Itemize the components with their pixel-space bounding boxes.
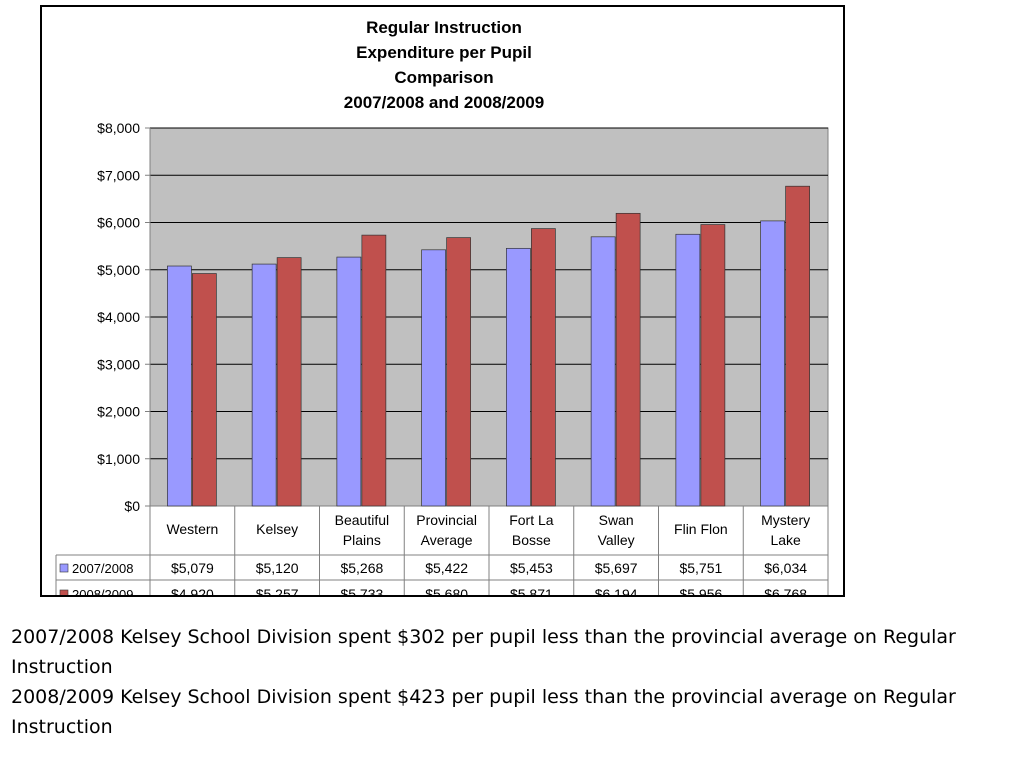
category-label: Average [421,532,473,548]
y-tick-label: $8,000 [97,120,140,136]
category-label: Lake [770,532,801,548]
category-label: Fort La [509,512,554,528]
bar-2008-2009-7 [785,185,810,507]
value-label: $4,920 [171,586,214,597]
value-label: $5,120 [256,560,299,576]
y-tick-label: $7,000 [97,167,140,183]
value-label: $5,680 [425,586,468,597]
legend-label: 2007/2008 [72,561,133,576]
bar-2007-2008-0 [167,265,192,507]
chart-title-line: Comparison [394,68,493,87]
value-label: $5,733 [340,586,383,597]
category-label: Beautiful [335,512,389,528]
bar-2008-2009-0 [192,273,217,507]
value-label: $6,768 [764,586,807,597]
chart-frame: Regular Instruction Expenditure per Pupil… [40,5,845,597]
bar-chart: Regular Instruction Expenditure per Pupil… [55,18,829,597]
y-tick-label: $0 [124,498,140,514]
y-tick-label: $4,000 [97,309,140,325]
y-tick-label: $2,000 [97,404,140,420]
legend-swatch [59,563,69,573]
value-label: $5,257 [256,586,299,597]
bar-2007-2008-1 [251,263,277,507]
category-label: Swan [599,512,634,528]
bar-2008-2009-5 [615,212,641,507]
category-label: Kelsey [256,521,298,537]
bar-2008-2009-6 [700,224,726,507]
bar-2007-2008-4 [506,247,531,507]
category-label: Western [166,521,218,537]
bar-2007-2008-6 [675,233,701,507]
bar-2008-2009-3 [446,237,471,507]
value-label: $5,751 [679,560,722,576]
chart-title-line: 2007/2008 and 2008/2009 [344,93,544,112]
y-tick-label: $1,000 [97,451,140,467]
bar-2008-2009-1 [276,257,302,507]
caption-line-2007: 2007/2008 Kelsey School Division spent $… [11,626,956,678]
category-label: Valley [598,532,635,548]
bar-2007-2008-2 [336,256,362,507]
value-label: $5,697 [595,560,638,576]
bar-2008-2009-2 [361,234,387,507]
chart-title-line: Regular Instruction [366,18,522,37]
y-tick-label: $5,000 [97,262,140,278]
value-label: $5,956 [679,586,722,597]
category-label: Mystery [761,512,810,528]
category-label: Provincial [416,512,477,528]
chart-title-line: Expenditure per Pupil [356,43,532,62]
category-label: Bosse [512,532,551,548]
y-tick-label: $3,000 [97,356,140,372]
value-label: $6,194 [595,586,638,597]
caption-line-2008: 2008/2009 Kelsey School Division spent $… [11,686,956,738]
bar-2007-2008-5 [590,236,616,507]
value-label: $5,871 [510,586,553,597]
value-label: $5,422 [425,560,468,576]
bar-2007-2008-7 [760,220,785,507]
value-label: $5,268 [340,560,383,576]
bar-2008-2009-4 [531,228,556,507]
caption: 2007/2008 Kelsey School Division spent $… [11,622,1011,742]
value-label: $5,453 [510,560,553,576]
value-label: $6,034 [764,560,807,576]
value-label: $5,079 [171,560,214,576]
bar-2007-2008-3 [421,249,446,507]
legend-label: 2008/2009 [72,587,133,597]
category-label: Plains [343,532,381,548]
category-label: Flin Flon [674,521,728,537]
legend-swatch [59,589,69,595]
y-tick-label: $6,000 [97,215,140,231]
